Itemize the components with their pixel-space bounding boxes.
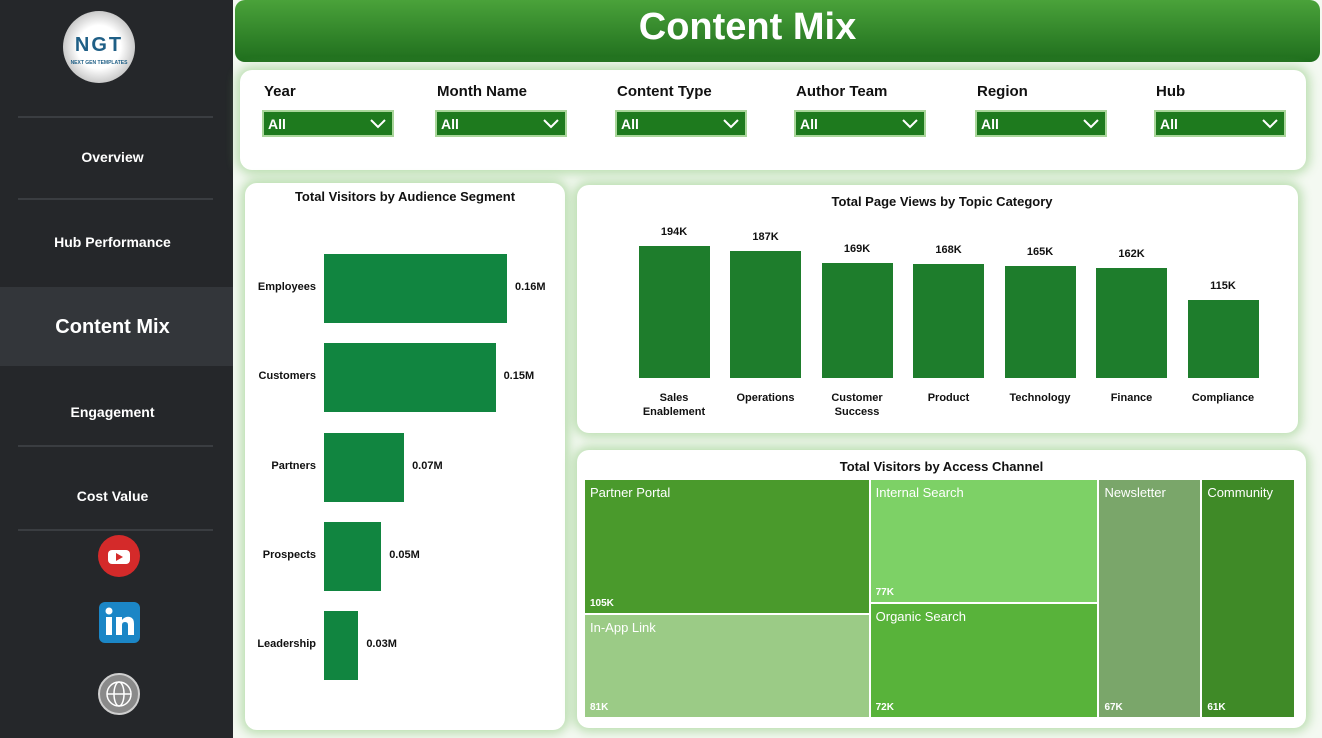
chevron: [902, 119, 918, 129]
filter-label: Author Team: [796, 83, 888, 100]
bar: [1004, 265, 1076, 378]
treemap-cell: [585, 614, 869, 717]
cell-label: Community: [1207, 485, 1274, 500]
filter-value: All: [441, 116, 459, 132]
chevron: [723, 119, 739, 129]
data-label: 72K: [875, 702, 894, 713]
bar: [638, 246, 710, 378]
logo-text: NGT: [74, 34, 124, 56]
web-icon[interactable]: [98, 673, 140, 715]
chevron: [543, 119, 559, 129]
filter-label: Region: [977, 83, 1028, 100]
treemap-cell: [870, 480, 1098, 602]
x-tick-label: Product: [927, 392, 970, 404]
bar: [821, 263, 893, 378]
filter-value: All: [800, 116, 818, 132]
x-tick-label: Customer Success: [831, 392, 883, 418]
chevron: [1083, 119, 1099, 129]
treemap-cell: [1202, 480, 1294, 717]
cell-label: Newsletter: [1104, 485, 1166, 500]
data-label: 0.03M: [366, 638, 397, 651]
treemap-cell: [870, 603, 1098, 717]
bar: [324, 254, 507, 323]
treemap-cell: [585, 480, 869, 613]
data-label: 0.05M: [389, 548, 420, 561]
nav-item[interactable]: Cost Value: [76, 488, 149, 504]
data-label: 105K: [590, 597, 614, 609]
header-bar: [235, 0, 1320, 62]
data-label: 0.07M: [412, 459, 443, 472]
data-label: 169K: [843, 243, 871, 255]
data-label: 168K: [935, 243, 962, 256]
logo: [63, 11, 135, 83]
filter-dropdown[interactable]: All: [1154, 110, 1286, 137]
y-tick-label: Leadership: [257, 638, 316, 651]
bar: [324, 521, 382, 591]
x-tick-label: Operations: [736, 392, 795, 404]
nav-item[interactable]: Hub Performance: [54, 234, 171, 250]
filter-label: Month Name: [437, 83, 527, 100]
filter-dropdown[interactable]: All: [794, 110, 926, 137]
filter-dropdown[interactable]: All: [975, 110, 1107, 137]
nav-item[interactable]: Overview: [81, 149, 144, 165]
cell-label: In-App Link: [590, 619, 656, 635]
x-tick-label: Sales Enablement: [642, 392, 706, 418]
nav-item[interactable]: Content Mix: [55, 316, 170, 338]
chevron: [1262, 119, 1278, 129]
bar: [913, 263, 984, 378]
data-label: 115K: [1210, 279, 1236, 292]
data-label: 187K: [752, 230, 779, 243]
data-label: 165K: [1026, 245, 1054, 258]
separators: [18, 116, 213, 531]
filter-value: All: [1160, 116, 1178, 132]
cell-label: Internal Search: [875, 485, 964, 500]
filter-label: Hub: [1156, 83, 1186, 100]
nav-active-bg: [0, 287, 233, 366]
filter-dropdown[interactable]: All: [435, 110, 567, 137]
data-label: 81K: [590, 702, 609, 713]
filter-value: All: [621, 116, 639, 132]
bar: [324, 432, 405, 502]
y-tick-label: Customers: [258, 370, 316, 383]
nav-item[interactable]: Engagement: [70, 404, 155, 420]
treemap-cell: [1099, 480, 1201, 717]
y-tick-label: Prospects: [262, 548, 316, 561]
filter-value: All: [981, 116, 999, 132]
filter-value: All: [268, 116, 286, 132]
bar: [324, 343, 496, 413]
chart-title: Total Visitors by Access Channel: [839, 459, 1044, 474]
y-tick-label: Employees: [257, 281, 316, 293]
data-label: 77K: [875, 586, 894, 598]
linkedin-icon[interactable]: [99, 602, 140, 643]
data-label: 194K: [660, 226, 688, 238]
data-label: 0.16M: [515, 281, 546, 293]
x-tick-label: Finance: [1110, 392, 1153, 404]
data-label: 61K: [1207, 702, 1226, 713]
cell-label: Organic Search: [875, 608, 966, 624]
bar: [730, 250, 801, 378]
bar: [1096, 267, 1167, 378]
x-tick-label: Technology: [1009, 392, 1071, 404]
chevron: [370, 119, 386, 129]
logo-subtitle: NEXT GEN TEMPLATES: [70, 60, 128, 66]
data-label: 67K: [1104, 702, 1123, 713]
cell-label: Partner Portal: [590, 485, 671, 500]
filter-label: Content Type: [617, 83, 712, 100]
x-tick-label: Compliance: [1191, 392, 1255, 404]
chart-title: Total Visitors by Audience Segment: [294, 189, 516, 204]
y-tick-label: Partners: [271, 459, 316, 472]
youtube-icon[interactable]: [98, 535, 140, 577]
filter-dropdown[interactable]: All: [615, 110, 747, 137]
data-label: 162K: [1118, 247, 1145, 260]
chart-title: Total Page Views by Topic Category: [831, 194, 1053, 209]
filter-label: Year: [264, 83, 296, 100]
filter-panel: [240, 70, 1306, 170]
filter-dropdown[interactable]: All: [262, 110, 394, 137]
bar: [1187, 299, 1259, 378]
data-label: 0.15M: [503, 370, 535, 383]
bar: [324, 611, 359, 681]
page-title: Content Mix: [638, 6, 857, 48]
